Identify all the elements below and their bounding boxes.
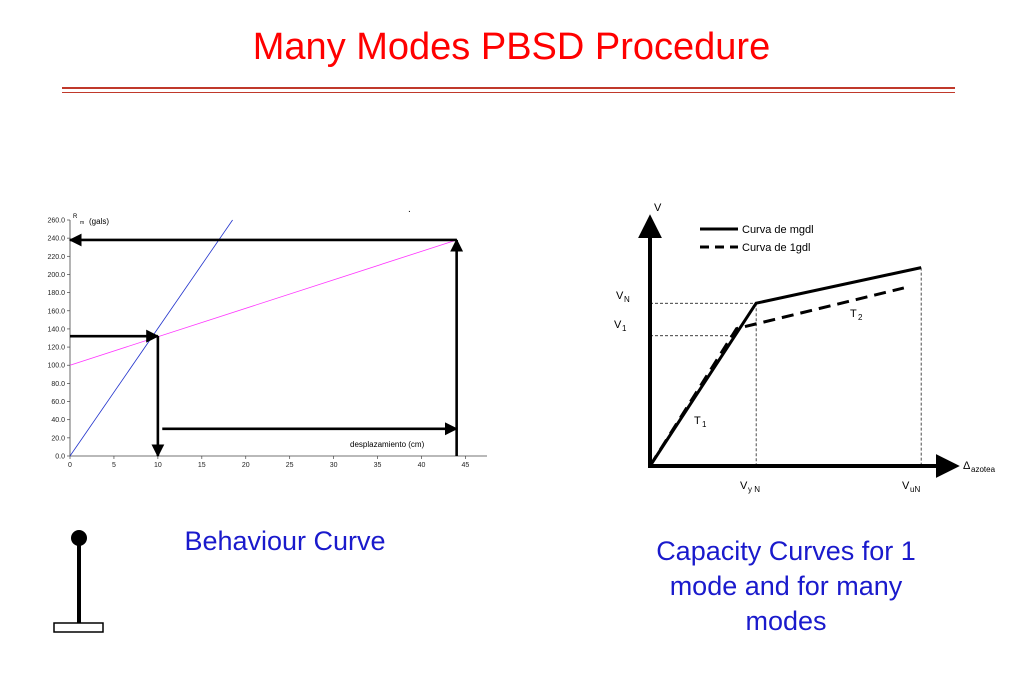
annotation-t1-sub: 1 [702,420,707,429]
y-tick-label: 140.0 [47,326,65,333]
y-tick-label: 40.0 [51,417,65,424]
y-tick-label: 160.0 [47,308,65,315]
y-label-v1: V [614,319,622,331]
y-tick-label: 0.0 [55,454,65,461]
y-tick-label: 220.0 [47,254,65,261]
y-axis-label: (gals) [89,217,109,226]
series-line-pink [69,239,457,366]
marker-dot: . [408,204,411,215]
x-tick-label: 5 [112,462,116,469]
y-tick-label: 240.0 [47,236,65,243]
series-line-blue [69,219,233,457]
x-label-vyn-sub: y N [748,485,760,494]
y-tick-label: 100.0 [47,363,65,370]
x-tick-label: 0 [68,462,72,469]
y-label-v1-sub: 1 [622,324,627,333]
x-tick-label: 25 [286,462,294,469]
x-tick-label: 40 [418,462,426,469]
y-label-vn-sub: N [624,295,630,304]
y-axis-label: V [654,202,662,214]
legend-label-1gdl: Curva de 1gdl [742,242,811,254]
y-tick-label: 260.0 [47,218,65,225]
annotation-t2: T [850,308,857,320]
page-title: Many Modes PBSD Procedure [252,26,771,68]
x-label-vun-sub: uN [910,485,920,494]
x-axis-label-sub: azotea [971,465,996,474]
behaviour-curve-caption: Behaviour Curve [184,526,386,556]
y-axis-label-sub: m [80,220,84,226]
x-axis-label-symbol: Δ [963,460,971,472]
x-label-vun: V [902,480,910,492]
x-axis-label: desplazamiento (cm) [350,440,425,449]
y-tick-label: 200.0 [47,272,65,279]
capacity-curves-chart: V Δ azotea Curva de mgdl Curva de 1gdl V… [614,202,996,494]
y-tick-label: 20.0 [51,435,65,442]
y-label-vn: V [616,290,624,302]
capacity-curves-caption: Capacity Curves for 1 mode and for many … [656,536,916,636]
x-tick-label: 30 [330,462,338,469]
behaviour-curve-chart: 0.020.040.060.080.0100.0120.0140.0160.01… [47,204,487,469]
x-tick-label: 10 [154,462,162,469]
y-tick-label: 60.0 [51,399,65,406]
annotation-t2-sub: 2 [858,313,863,322]
legend-label-mgdl: Curva de mgdl [742,224,814,236]
annotation-t1: T [694,415,701,427]
y-tick-label: 80.0 [51,381,65,388]
title-divider-thin [62,92,955,93]
x-tick-label: 15 [198,462,206,469]
title-divider [62,87,955,89]
y-tick-label: 120.0 [47,345,65,352]
x-tick-label: 45 [462,462,470,469]
x-tick-label: 35 [374,462,382,469]
x-tick-label: 20 [242,462,250,469]
lollipop-structure-icon [53,530,104,633]
y-axis-label-sup: R [73,214,78,220]
y-tick-label: 180.0 [47,290,65,297]
x-label-vyn: V [740,480,748,492]
series-line-1gdl [648,286,905,467]
series-line-mgdl [648,266,922,467]
